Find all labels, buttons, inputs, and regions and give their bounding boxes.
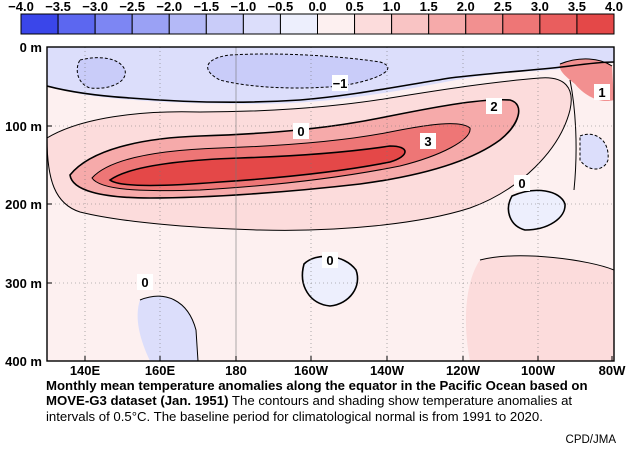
colorbar-tick-labels: −4.0 −3.5 −3.0 −2.5 −2.0 −1.5 −1.0 −0.5 0.0 0.5 1.… bbox=[8, 0, 623, 14]
grid-lines bbox=[47, 47, 614, 361]
colorbar-swatch bbox=[502, 13, 541, 35]
x-tick-label: 160W bbox=[294, 363, 329, 378]
colorbar-swatch bbox=[391, 13, 430, 35]
colorbar-tick-label: 2.5 bbox=[494, 0, 512, 14]
contour-label: 1 bbox=[598, 85, 605, 100]
deep-cool-patch-2 bbox=[137, 296, 198, 361]
colorbar-tick-label: 3.5 bbox=[568, 0, 586, 14]
colorbar-swatch bbox=[57, 13, 96, 35]
x-tick-label: 180 bbox=[225, 363, 247, 378]
contour-lines bbox=[47, 58, 614, 361]
contour-label: 2 bbox=[490, 99, 497, 114]
contour-label-bg bbox=[332, 75, 348, 91]
x-axis-ticks: 140E 160E 180 160W 140W 120W 100W 80W bbox=[70, 356, 626, 378]
y-tick-label: 200 m bbox=[5, 197, 42, 212]
colorbar-swatch bbox=[205, 13, 244, 35]
colorbar-tick-label: −1.5 bbox=[193, 0, 219, 14]
colorbar-tick-label: −4.0 bbox=[8, 0, 34, 14]
caption-title: Monthly mean temperature anomalies along… bbox=[46, 378, 588, 409]
contour-label-bg bbox=[293, 123, 309, 139]
colorbar-tick-label: 0.0 bbox=[308, 0, 326, 14]
x-tick-label: 140E bbox=[70, 363, 101, 378]
contour-label: 0 bbox=[326, 253, 333, 268]
colorbar-tick-label: 1.0 bbox=[383, 0, 401, 14]
colorbar-tick-label: −0.5 bbox=[268, 0, 294, 14]
colorbar-swatch bbox=[168, 13, 207, 35]
x-tick-label: 140W bbox=[370, 363, 405, 378]
colorbar-tick-label: −3.0 bbox=[82, 0, 108, 14]
colorbar-swatch bbox=[94, 13, 133, 35]
x-tick-label: 100W bbox=[521, 363, 556, 378]
colorbar-swatch bbox=[242, 13, 281, 35]
x-tick-label: 120W bbox=[446, 363, 481, 378]
colorbar-swatch bbox=[131, 13, 170, 35]
caption-text: The contours and shading show temperatur… bbox=[46, 393, 573, 424]
contour-label: 3 bbox=[424, 134, 431, 149]
colorbar-tick-label: −2.0 bbox=[156, 0, 182, 14]
y-tick-label: 100 m bbox=[5, 119, 42, 134]
east-cool-patch bbox=[508, 190, 566, 230]
colorbar-swatch bbox=[539, 13, 578, 35]
contour-label-bg bbox=[486, 98, 502, 114]
colorbar-swatch bbox=[428, 13, 467, 35]
colorbar-tick-label: 4.0 bbox=[605, 0, 623, 14]
east-cool-patch-2 bbox=[580, 134, 609, 169]
x-tick-label: 80W bbox=[599, 363, 626, 378]
y-tick-label: 300 m bbox=[5, 276, 42, 291]
contour-label-bg bbox=[420, 133, 436, 149]
colorbar-tick-label: 2.0 bbox=[457, 0, 475, 14]
colorbar bbox=[20, 13, 615, 35]
negative-anomaly-west bbox=[77, 57, 126, 89]
contour-label: 0 bbox=[518, 176, 525, 191]
y-tick-label: 0 m bbox=[20, 40, 42, 55]
colorbar-swatch bbox=[354, 13, 393, 35]
figure-caption: Monthly mean temperature anomalies along… bbox=[46, 378, 618, 424]
contour-label: 0 bbox=[297, 124, 304, 139]
deep-cool-patch bbox=[302, 256, 358, 306]
plot-area bbox=[47, 47, 614, 361]
contour-label-bg bbox=[137, 274, 153, 290]
contour-labels: −1 0 2 3 1 0 0 0 bbox=[137, 75, 610, 290]
contour-label-bg bbox=[594, 84, 610, 100]
colorbar-tick-label: 0.5 bbox=[346, 0, 364, 14]
credit-label: CPD/JMA bbox=[565, 434, 616, 446]
colorbar-swatch bbox=[576, 13, 615, 35]
colorbar-tick-label: −1.0 bbox=[231, 0, 257, 14]
colorbar-swatch bbox=[279, 13, 318, 35]
deep-warm-east bbox=[465, 255, 614, 361]
x-tick-label: 160E bbox=[145, 363, 176, 378]
contour-label-bg bbox=[322, 252, 338, 268]
colorbar-tick-label: −2.5 bbox=[119, 0, 145, 14]
y-tick-label: 400 m bbox=[5, 354, 42, 369]
contour-label: −1 bbox=[333, 76, 348, 91]
colorbar-swatch bbox=[465, 13, 504, 35]
contour-label: 0 bbox=[141, 275, 148, 290]
colorbar-swatch bbox=[317, 13, 356, 35]
contour-label-bg bbox=[514, 175, 530, 191]
colorbar-tick-label: 1.5 bbox=[420, 0, 438, 14]
colorbar-swatch bbox=[20, 13, 59, 35]
colorbar-tick-label: 3.0 bbox=[531, 0, 549, 14]
colorbar-tick-label: −3.5 bbox=[45, 0, 71, 14]
positive-anomaly-core bbox=[110, 146, 405, 186]
y-axis-ticks: 0 m 100 m 200 m 300 m 400 m bbox=[5, 40, 52, 369]
